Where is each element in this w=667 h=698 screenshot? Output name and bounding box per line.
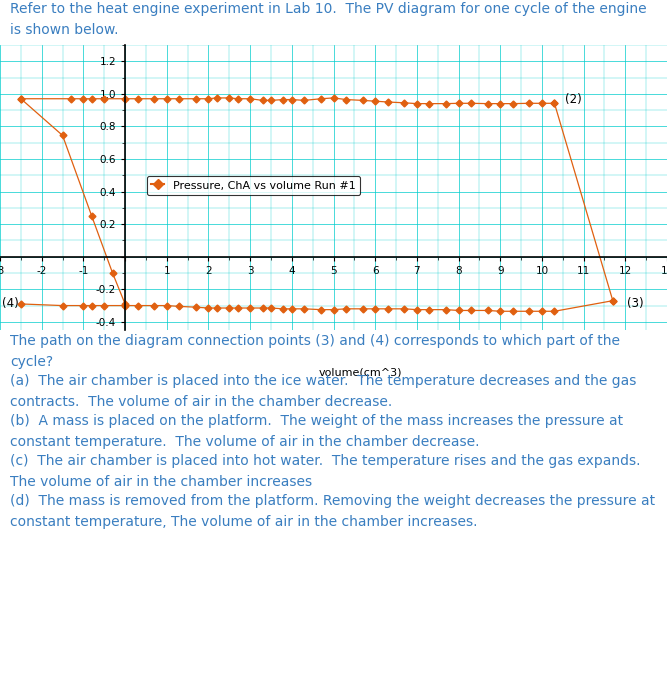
Line: Pressure, ChA vs volume Run #1: Pressure, ChA vs volume Run #1 — [19, 96, 557, 106]
Pressure, ChA vs volume Run #1 — [342, 96, 350, 104]
Pressure, ChA vs volume Run #1 — [455, 99, 463, 107]
Pressure, ChA vs volume Run #1 — [279, 96, 287, 104]
Text: (d)  The mass is removed from the platform. Removing the weight decreases the pr: (d) The mass is removed from the platfor… — [10, 493, 655, 529]
Pressure, ChA vs volume Run #1 — [175, 94, 183, 103]
Pressure, ChA vs volume Run #1 — [17, 94, 25, 103]
Text: volume(cm^3): volume(cm^3) — [318, 367, 402, 377]
Pressure, ChA vs volume Run #1 — [467, 99, 475, 107]
Pressure, ChA vs volume Run #1 — [67, 94, 75, 103]
Text: (2): (2) — [565, 93, 582, 106]
Pressure, ChA vs volume Run #1 — [79, 94, 87, 103]
Text: (4): (4) — [2, 297, 19, 310]
Pressure, ChA vs volume Run #1 — [496, 99, 504, 107]
Text: (c)  The air chamber is placed into hot water.  The temperature rises and the ga: (c) The air chamber is placed into hot w… — [10, 454, 640, 489]
Text: The path on the diagram connection points (3) and (4) corresponds to which part : The path on the diagram connection point… — [10, 334, 620, 369]
Pressure, ChA vs volume Run #1 — [246, 94, 254, 103]
Pressure, ChA vs volume Run #1 — [371, 97, 379, 105]
Pressure, ChA vs volume Run #1 — [400, 98, 408, 107]
Pressure, ChA vs volume Run #1 — [509, 99, 517, 107]
Pressure, ChA vs volume Run #1 — [192, 94, 200, 103]
Pressure, ChA vs volume Run #1 — [329, 94, 338, 102]
Legend: Pressure, ChA vs volume Run #1: Pressure, ChA vs volume Run #1 — [147, 176, 360, 195]
Pressure, ChA vs volume Run #1 — [204, 94, 212, 103]
Pressure, ChA vs volume Run #1 — [163, 94, 171, 103]
Pressure, ChA vs volume Run #1 — [359, 96, 367, 105]
Pressure, ChA vs volume Run #1 — [225, 94, 233, 102]
Text: (b)  A mass is placed on the platform.  The weight of the mass increases the pre: (b) A mass is placed on the platform. Th… — [10, 414, 623, 449]
Pressure, ChA vs volume Run #1 — [550, 99, 558, 107]
Pressure, ChA vs volume Run #1 — [526, 99, 534, 107]
Pressure, ChA vs volume Run #1 — [88, 94, 96, 103]
Pressure, ChA vs volume Run #1 — [484, 99, 492, 107]
Pressure, ChA vs volume Run #1 — [413, 99, 421, 107]
Pressure, ChA vs volume Run #1 — [259, 96, 267, 105]
Pressure, ChA vs volume Run #1 — [267, 96, 275, 105]
Text: Refer to the heat engine experiment in Lab 10.  The PV diagram for one cycle of : Refer to the heat engine experiment in L… — [10, 2, 646, 38]
Pressure, ChA vs volume Run #1 — [288, 96, 296, 104]
Pressure, ChA vs volume Run #1 — [384, 98, 392, 106]
Pressure, ChA vs volume Run #1 — [213, 94, 221, 102]
Pressure, ChA vs volume Run #1 — [233, 94, 241, 103]
Text: (a)  The air chamber is placed into the ice water.  The temperature decreases an: (a) The air chamber is placed into the i… — [10, 373, 636, 409]
Pressure, ChA vs volume Run #1 — [538, 99, 546, 107]
Pressure, ChA vs volume Run #1 — [300, 96, 308, 105]
Pressure, ChA vs volume Run #1 — [442, 99, 450, 107]
Pressure, ChA vs volume Run #1 — [426, 99, 434, 107]
Pressure, ChA vs volume Run #1 — [317, 94, 325, 103]
Pressure, ChA vs volume Run #1 — [133, 94, 141, 103]
Pressure, ChA vs volume Run #1 — [100, 94, 108, 103]
Pressure, ChA vs volume Run #1 — [121, 94, 129, 103]
Text: (3): (3) — [628, 297, 644, 310]
Pressure, ChA vs volume Run #1 — [150, 94, 158, 103]
